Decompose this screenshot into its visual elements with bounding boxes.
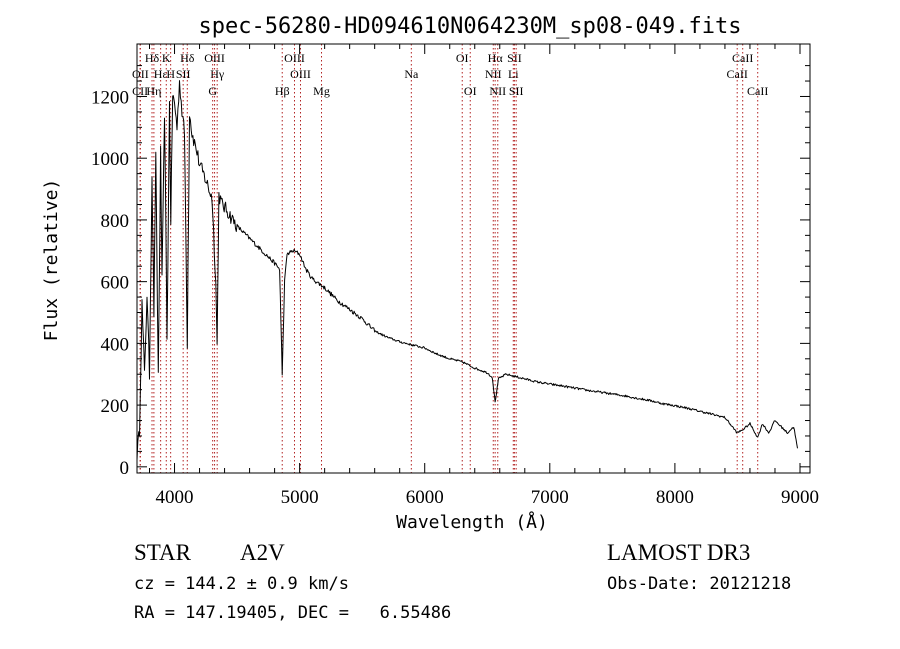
spectral-line-label: G (208, 84, 217, 98)
spectral-line-label: Hβ (275, 84, 290, 98)
spectral-line-label: OIII (284, 51, 305, 65)
spectral-line-label: CaII (747, 84, 768, 98)
spectral-line-label: Hδ (145, 51, 160, 65)
y-tick-label: 400 (101, 334, 130, 355)
spectral-line-label: Hη (146, 84, 161, 98)
spectral-line-label: Hγ (210, 67, 225, 81)
survey-name: LAMOST DR3 (607, 540, 751, 565)
spectral-line-label: H (166, 67, 175, 81)
chart-title: spec-56280-HD094610N064230M_sp08-049.fit… (198, 14, 741, 39)
y-axis-label: Flux (relative) (41, 179, 62, 342)
spectral-line-label: CaII (732, 51, 753, 65)
y-tick-label: 600 (101, 273, 130, 294)
y-tick-label: 0 (120, 458, 130, 479)
y-tick-label: 1200 (91, 87, 129, 108)
spectral-line-label: SII (176, 67, 191, 81)
object-class: STAR (134, 540, 191, 565)
spectral-line-label: NII (485, 67, 502, 81)
spectral-line-label: Hδ (180, 51, 195, 65)
spectral-line-label: OII (132, 67, 149, 81)
spectral-line-label: SII (509, 84, 524, 98)
object-subclass: A2V (240, 540, 285, 565)
redshift-velocity: cz = 144.2 ± 0.9 km/s (134, 574, 349, 594)
y-tick-label: 1000 (91, 149, 129, 170)
x-tick-label: 7000 (531, 487, 569, 508)
spectral-line-label: OI (456, 51, 469, 65)
spectral-line-label: OIII (204, 51, 225, 65)
x-axis-label: Wavelength (Å) (396, 511, 548, 533)
spectral-line-label: Hε (154, 67, 168, 81)
y-tick-label: 200 (101, 396, 130, 417)
x-tick-label: 6000 (406, 487, 444, 508)
x-tick-label: 9000 (781, 487, 819, 508)
spectral-line-label: Mg (313, 84, 330, 98)
y-tick-label: 800 (101, 211, 130, 232)
spectrum-series (136, 80, 798, 461)
ra-dec-coordinates: RA = 147.19405, DEC = 6.55486 (134, 603, 452, 623)
spectrum-line (136, 80, 798, 461)
spectral-line-label: CaII (727, 67, 748, 81)
spectral-line-label: NII (489, 84, 506, 98)
x-tick-label: 5000 (281, 487, 319, 508)
spectral-line-label: SII (507, 51, 522, 65)
plot-frame (136, 43, 811, 474)
spectral-line-label: CII (132, 84, 148, 98)
x-tick-label: 8000 (656, 487, 694, 508)
x-tick-label: 4000 (156, 487, 194, 508)
spectral-line-label: OIII (290, 67, 311, 81)
observation-date: Obs-Date: 20121218 (607, 574, 792, 594)
spectral-line-label: Li (508, 67, 519, 81)
axes: 4000 5000 6000 7000 8000 9000 0 200 400 600 800 100… (91, 43, 819, 508)
spectral-line-label: Hα (488, 51, 504, 65)
spectral-line-label: OI (464, 84, 477, 98)
spectral-line-label: Na (404, 67, 419, 81)
spectral-line-label: K (162, 51, 171, 65)
